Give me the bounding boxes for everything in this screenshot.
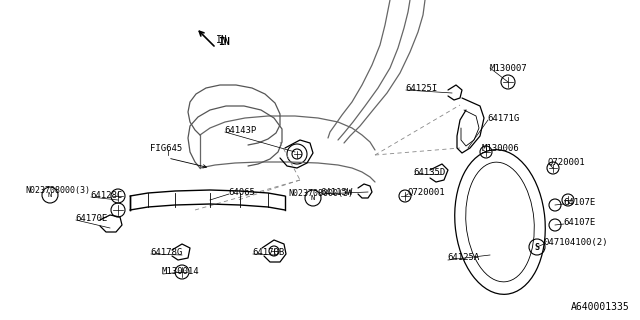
Text: 64171G: 64171G (487, 114, 519, 123)
Text: A640001335: A640001335 (572, 302, 630, 312)
Text: 64115W: 64115W (320, 188, 352, 196)
Text: FIG645: FIG645 (150, 143, 182, 153)
Text: N023708000(3): N023708000(3) (25, 186, 90, 195)
Text: M130007: M130007 (490, 63, 527, 73)
Text: Q720001: Q720001 (407, 188, 445, 196)
Text: 64170B: 64170B (252, 247, 284, 257)
Text: M130006: M130006 (482, 143, 520, 153)
Text: 64107E: 64107E (563, 197, 595, 206)
Text: N: N (311, 195, 315, 201)
Text: 64170E: 64170E (75, 213, 108, 222)
Text: S: S (534, 243, 540, 252)
Text: N: N (48, 192, 52, 198)
Text: 047104100(2): 047104100(2) (543, 237, 607, 246)
Text: IN: IN (218, 37, 230, 47)
Text: IN: IN (216, 35, 228, 45)
Text: 64125I: 64125I (405, 84, 437, 92)
Text: 64065: 64065 (228, 188, 255, 196)
Text: 64135D: 64135D (413, 167, 445, 177)
Text: N023708000(3): N023708000(3) (288, 188, 353, 197)
Text: Q720001: Q720001 (548, 157, 586, 166)
Text: 64178G: 64178G (150, 247, 182, 257)
Text: 64125A: 64125A (447, 253, 479, 262)
Text: M130014: M130014 (162, 268, 200, 276)
Text: 64143P: 64143P (224, 125, 256, 134)
Text: 64107E: 64107E (563, 218, 595, 227)
Text: 64128C: 64128C (90, 190, 122, 199)
